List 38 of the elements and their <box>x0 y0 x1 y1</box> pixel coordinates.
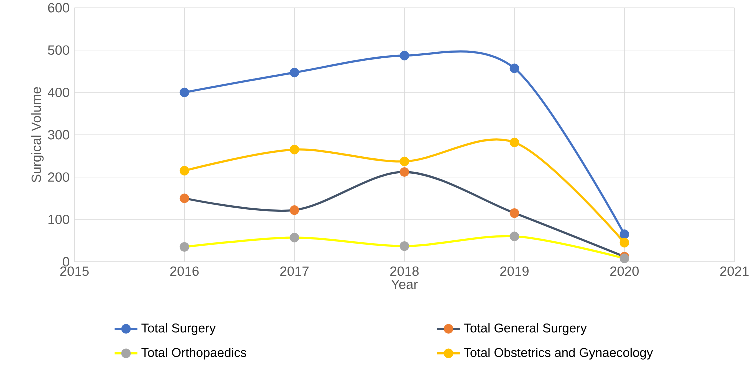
y-tick-label: 0 <box>63 257 70 267</box>
x-tick-label: 2020 <box>610 266 639 276</box>
legend-label: Total Obstetrics and Gynaecology <box>464 348 654 360</box>
point <box>290 233 300 243</box>
point <box>510 232 520 242</box>
y-tick-label: 200 <box>48 172 70 182</box>
y-tick-label: 100 <box>48 214 70 224</box>
point <box>510 138 520 148</box>
x-tick-label: 2017 <box>280 266 309 276</box>
point <box>180 166 190 176</box>
point <box>400 242 410 252</box>
x-tick-label: 2018 <box>390 266 419 276</box>
y-tick-label: 300 <box>48 130 70 140</box>
point <box>180 242 190 252</box>
x-tick-label: 2015 <box>60 266 89 276</box>
x-tick-label: 2016 <box>170 266 199 276</box>
point <box>180 194 190 204</box>
y-axis-title: Surgical Volume <box>31 87 44 183</box>
y-tick-label: 400 <box>48 88 70 98</box>
point <box>180 88 190 98</box>
y-tick-label: 500 <box>48 46 70 56</box>
point <box>290 68 300 78</box>
legend-label: Total Surgery <box>142 323 216 336</box>
point <box>510 208 520 218</box>
legend-label: Total General Surgery <box>464 323 588 336</box>
point <box>290 206 300 216</box>
point <box>620 230 630 240</box>
legend-label: Total Orthopaedics <box>142 348 246 360</box>
y-tick-label: 600 <box>48 3 70 13</box>
point <box>400 51 410 61</box>
x-tick-label: 2021 <box>720 266 749 276</box>
point <box>400 167 410 178</box>
point <box>510 64 520 74</box>
x-tick-label: 2019 <box>500 266 529 276</box>
point <box>620 238 630 248</box>
x-axis-title: Year <box>391 280 418 290</box>
point <box>290 145 300 155</box>
point <box>400 156 410 166</box>
